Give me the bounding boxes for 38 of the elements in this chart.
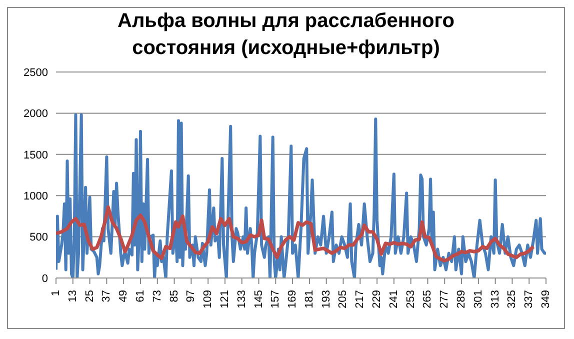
x-tick-label: 25 [84,290,96,302]
x-tick-label: 313 [489,290,502,308]
x-tick-label: 337 [523,290,536,308]
y-tick-label: 0 [42,272,48,285]
x-tick-label: 73 [151,290,164,302]
x-tick-label: 97 [185,290,198,302]
x-tick-label: 181 [303,290,316,308]
x-tick-label: 325 [506,290,518,308]
y-tick-label: 2000 [24,108,48,120]
x-tick-label: 241 [388,290,400,308]
x-tick-label: 145 [252,290,265,308]
y-tick-label: 1000 [24,190,48,203]
x-tick-label: 277 [438,290,451,308]
x-tick-label: 217 [354,290,366,308]
x-tick-label: 61 [134,290,146,302]
x-tick-label: 349 [540,290,552,308]
x-tick-label: 289 [456,290,468,308]
x-tick-label: 301 [472,290,484,308]
x-tick-label: 157 [270,290,282,308]
x-tick-label: 1 [50,290,62,296]
x-tick-label: 37 [100,290,113,302]
x-tick-label: 169 [286,290,299,308]
line-series [56,205,536,262]
x-tick-label: 85 [168,290,180,302]
x-tick-label: 193 [320,290,332,308]
x-tick-label: 109 [202,290,214,308]
x-tick-label: 13 [66,290,79,302]
x-tick-label: 253 [404,290,417,308]
x-tick-label: 49 [118,290,130,302]
x-tick-label: 205 [337,290,350,308]
x-tick-label: 121 [218,290,231,308]
x-tick-label: 265 [422,290,434,308]
x-tick-label: 229 [371,290,384,308]
y-tick-label: 1500 [24,149,48,162]
y-tick-label: 500 [30,232,48,244]
chart-title: Альфа волны для расслабенного состояния (исходные+фильтр) [116,9,456,61]
x-tick-label: 133 [236,290,248,308]
y-tick-label: 2500 [24,66,48,79]
